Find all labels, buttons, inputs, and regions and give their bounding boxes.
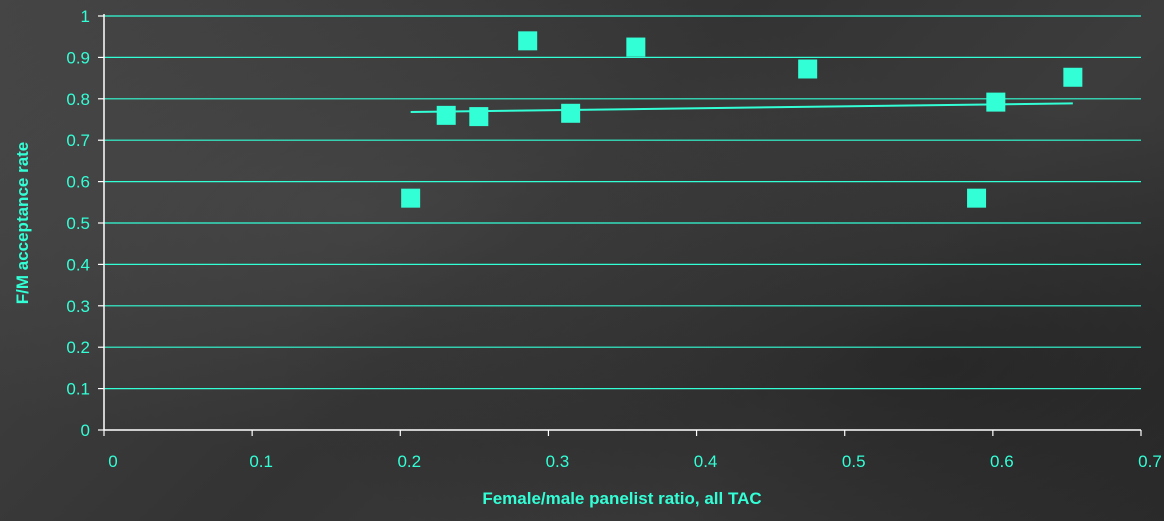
x-axis-title: Female/male panelist ratio, all TAC	[482, 489, 761, 508]
y-tick-label: 0.8	[66, 90, 90, 109]
y-tick-labels: 0 0.1 0.2 0.3 0.4 0.5 0.6 0.7 0.8 0.9 1	[66, 7, 90, 440]
x-tick-label: 0.2	[397, 452, 421, 471]
gridlines	[104, 15, 1141, 390]
y-tick-label: 0.7	[66, 131, 90, 150]
x-tick-label: 0.4	[694, 452, 718, 471]
y-tick-label: 0.4	[66, 255, 90, 274]
data-point	[469, 107, 489, 127]
data-point	[1063, 67, 1083, 87]
y-tick-label: 0.1	[66, 380, 90, 399]
y-tick-label: 0.5	[66, 214, 90, 233]
trendline	[410, 102, 1073, 114]
data-point	[518, 31, 538, 51]
x-tick-label: 0.6	[990, 452, 1014, 471]
data-point	[626, 37, 646, 57]
y-tick-label: 0.2	[66, 338, 90, 357]
axes	[98, 14, 1142, 436]
x-tick-label: 0.5	[842, 452, 866, 471]
trendline-group	[410, 102, 1073, 114]
y-tick-label: 1	[81, 7, 90, 26]
y-tick-label: 0	[81, 421, 90, 440]
x-tick-label: 0	[108, 452, 117, 471]
x-tick-labels: 0 0.1 0.2 0.3 0.4 0.5 0.6 0.7	[108, 452, 1162, 471]
y-tick-label: 0.3	[66, 297, 90, 316]
y-axis-title: F/M acceptance rate	[13, 142, 32, 305]
y-tick-label: 0.6	[66, 173, 90, 192]
data-points	[401, 31, 1083, 208]
data-point	[436, 105, 456, 125]
data-point	[798, 59, 818, 79]
x-tick-label: 0.3	[546, 452, 570, 471]
x-tick-label: 0.1	[249, 452, 273, 471]
data-point	[401, 188, 421, 208]
x-tick-label: 0.7	[1138, 452, 1162, 471]
data-point	[967, 188, 987, 208]
data-point	[561, 103, 581, 123]
data-point	[986, 92, 1006, 112]
y-tick-label: 0.9	[66, 48, 90, 67]
